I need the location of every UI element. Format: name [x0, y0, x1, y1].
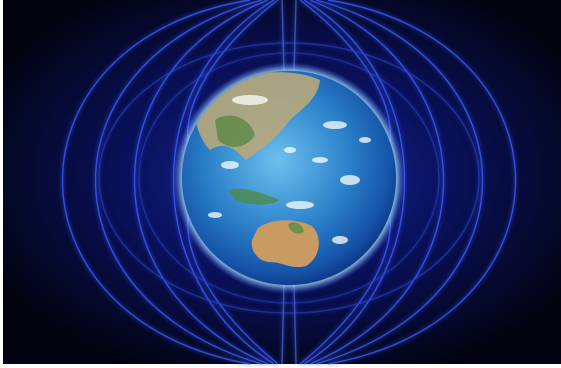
field-lines	[62, 0, 516, 365]
field-line	[327, 0, 516, 365]
land-vegetation	[288, 222, 304, 234]
field-line	[62, 0, 251, 365]
field-ring	[138, 52, 440, 304]
field-line	[315, 0, 483, 365]
field-line	[309, 0, 444, 365]
field-ring	[98, 42, 480, 314]
field-line	[95, 0, 263, 365]
field-line	[281, 0, 297, 365]
clouds	[208, 95, 371, 244]
land-vegetation	[215, 115, 255, 147]
islands	[228, 188, 280, 205]
field-line	[134, 0, 269, 365]
earth-surface	[194, 72, 371, 268]
